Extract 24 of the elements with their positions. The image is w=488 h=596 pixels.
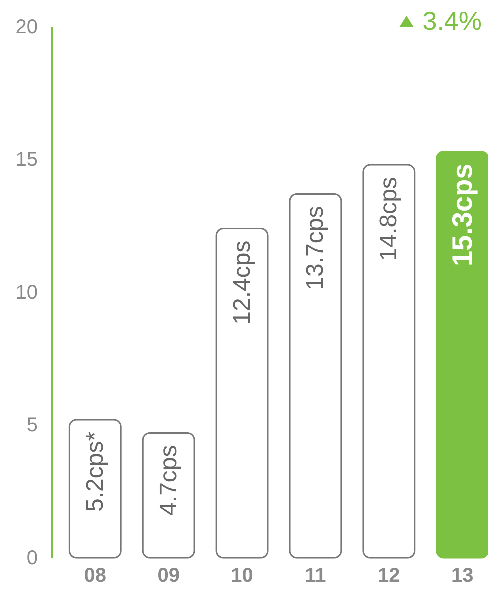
bar	[362, 164, 416, 559]
bar	[68, 419, 122, 559]
y-tick-label: 10	[16, 282, 38, 304]
y-tick-label: 0	[26, 547, 38, 570]
data-label: 14.8cps	[376, 177, 403, 262]
x-tick-label: 11	[305, 565, 326, 588]
data-label: 5.2cps*	[82, 432, 109, 512]
x-tick-label: 10	[231, 565, 254, 588]
data-label: 4.7cps	[155, 445, 182, 516]
bar	[436, 151, 488, 559]
annotation: 3.4%	[422, 6, 482, 36]
data-label: 13.7cps	[302, 206, 330, 290]
x-tick-label: 08	[84, 565, 107, 588]
y-tick-label: 20	[16, 16, 38, 38]
x-tick-label: 09	[158, 565, 180, 588]
x-tick-label: 13	[451, 565, 474, 588]
bar	[289, 194, 342, 559]
data-label: 15.3cps	[447, 164, 478, 267]
x-tick-label: 12	[378, 565, 400, 588]
y-tick-label: 5	[26, 414, 38, 437]
bar	[216, 228, 269, 559]
bar	[142, 432, 196, 559]
y-tick-label: 15	[16, 149, 38, 172]
data-label: 12.4cps	[228, 240, 256, 325]
